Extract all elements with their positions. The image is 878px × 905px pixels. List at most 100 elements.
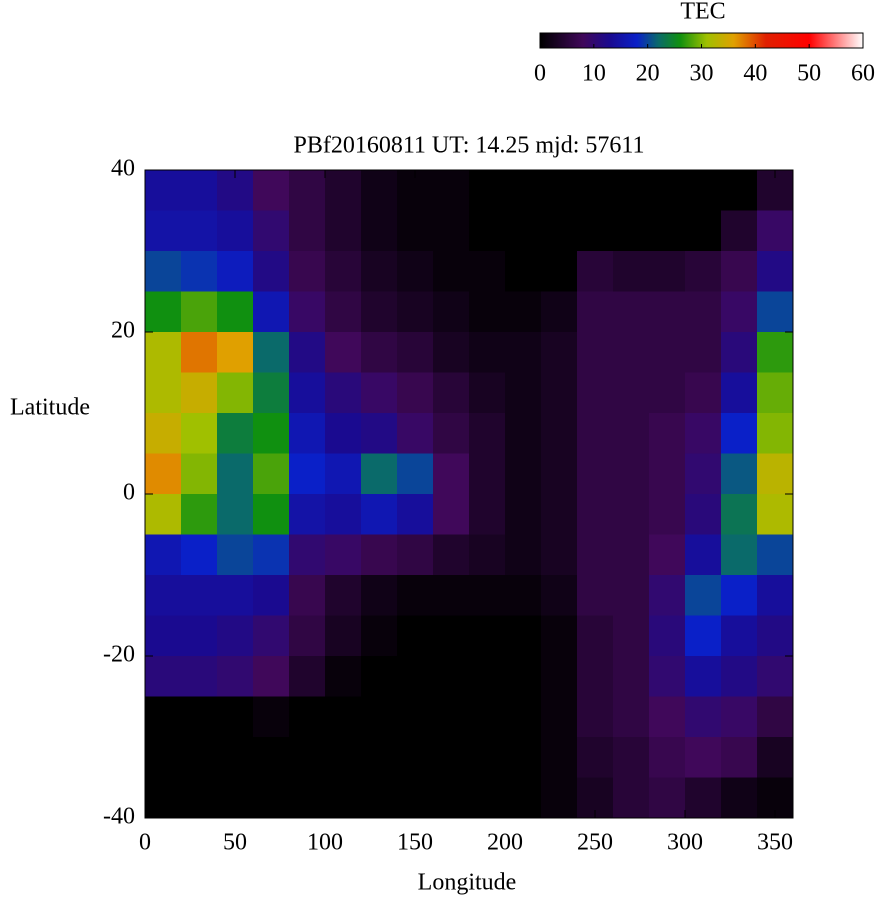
heatmap-cell [289,777,326,819]
heatmap-cell [685,453,722,495]
heatmap-cell [685,170,722,211]
heatmap-cell [577,210,614,252]
heatmap-cell [469,372,506,414]
heatmap-cell [289,453,326,495]
heatmap-cell [145,494,182,535]
heatmap-cell [433,372,470,414]
heatmap-cell [253,210,290,252]
heatmap-cell [541,575,578,616]
x-tick-label: 150 [397,830,433,856]
x-tick-label: 200 [487,830,523,856]
heatmap-cell [505,453,542,495]
heatmap-cell [181,534,218,576]
heatmap-cell [505,737,542,778]
heatmap-cell [541,615,578,657]
heatmap-cell [721,413,758,454]
heatmap-cell [217,251,254,292]
heatmap-cell [361,291,398,333]
y-axis-label: Latitude [10,395,90,421]
heatmap-cell [325,170,362,211]
heatmap-cell [145,696,182,738]
heatmap-cell [361,332,398,373]
heatmap-cell [253,534,290,576]
heatmap-cell [217,696,254,738]
heatmap-cell [685,777,722,819]
heatmap-cell [145,656,182,697]
heatmap-cell [541,251,578,292]
heatmap-cell [289,494,326,535]
heatmap-cell [613,656,650,697]
heatmap-cell [325,534,362,576]
heatmap-cell [217,413,254,454]
heatmap-cell [613,291,650,333]
heatmap-cell [217,494,254,535]
heatmap-cell [217,453,254,495]
heatmap-cell [253,777,290,819]
heatmap-cell [613,737,650,778]
heatmap-cell [685,251,722,292]
y-tick-label: 40 [111,156,135,182]
colorbar-tick-label: 20 [636,61,660,87]
heatmap-cell [685,494,722,535]
heatmap-cell [181,575,218,616]
colorbar-tick-label: 50 [797,61,821,87]
heatmap-cell [289,372,326,414]
heatmap-cell [397,453,434,495]
heatmap-cell [469,575,506,616]
heatmap-cell [505,615,542,657]
y-tick-label: 0 [123,480,135,506]
heatmap-cell [325,453,362,495]
heatmap-cell [397,210,434,252]
heatmap-cell [577,656,614,697]
heatmap-cell [253,575,290,616]
heatmap-cell [505,575,542,616]
heatmap-cell [181,291,218,333]
heatmap-cell [721,251,758,292]
heatmap-cell [541,656,578,697]
heatmap-cell [289,696,326,738]
heatmap-cell [649,332,686,373]
x-tick-label: 350 [757,830,793,856]
x-axis-label: Longitude [418,870,517,896]
heatmap-cell [757,656,794,697]
heatmap-cell [541,210,578,252]
heatmap-cell [217,656,254,697]
heatmap-cell [505,251,542,292]
heatmap-cell [289,413,326,454]
heatmap-cell [253,332,290,373]
heatmap-cell [325,656,362,697]
heatmap-cell [145,210,182,252]
heatmap-cell [613,696,650,738]
heatmap-cell [433,737,470,778]
heatmap-cell [361,534,398,576]
heatmap-cell [289,575,326,616]
heatmap-cell [757,737,794,778]
heatmap-cell [289,534,326,576]
heatmap-cell [613,534,650,576]
heatmap-cell [433,534,470,576]
heatmap-cell [253,291,290,333]
heatmap-cell [217,615,254,657]
heatmap-cell [685,372,722,414]
heatmap-cell [721,494,758,535]
heatmap-cell [217,575,254,616]
heatmap-cell [397,737,434,778]
heatmap-cell [361,575,398,616]
heatmap-cell [361,372,398,414]
heatmap-cell [577,453,614,495]
heatmap-cell [181,696,218,738]
heatmap-cell [541,291,578,333]
heatmap-cell [397,251,434,292]
heatmap-cell [505,534,542,576]
heatmap-cell [361,737,398,778]
heatmap-cell [469,291,506,333]
heatmap-cell [577,332,614,373]
heatmap-cell [433,696,470,738]
heatmap-cell [217,291,254,333]
heatmap-cell [469,413,506,454]
heatmap-cell [685,291,722,333]
heatmap-cell [145,332,182,373]
heatmap-cell [253,170,290,211]
heatmap-cell [181,777,218,819]
heatmap-cell [649,494,686,535]
